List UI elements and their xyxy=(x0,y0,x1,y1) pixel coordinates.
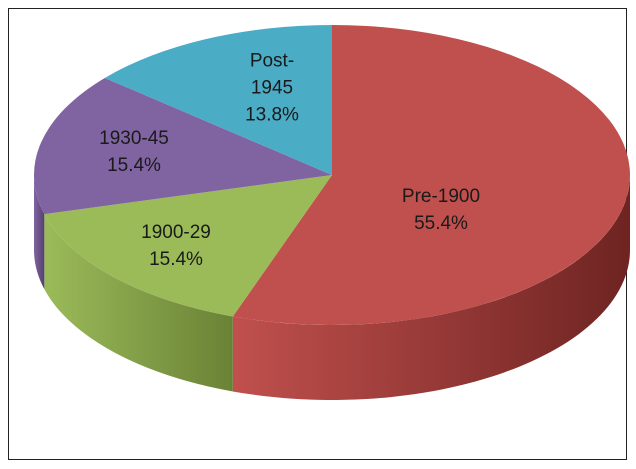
percent-label: 15.4% xyxy=(107,155,161,176)
percent-label: 55.4% xyxy=(414,213,468,234)
pie-slice xyxy=(44,175,332,317)
pie-side xyxy=(44,214,233,392)
category-label: 1900-29 xyxy=(141,222,211,243)
pie-side xyxy=(232,175,631,400)
pie-slice xyxy=(104,25,332,175)
category-label: 1930-45 xyxy=(99,128,169,149)
percent-label: 13.8% xyxy=(245,104,299,126)
slice-label: 1930-45 15.4% xyxy=(79,125,189,179)
pie-side xyxy=(34,175,45,290)
category-label: Pre-1900 xyxy=(401,186,481,207)
category-label: Post-1945 xyxy=(249,50,295,99)
percent-label: 15.4% xyxy=(149,249,203,270)
slice-label: 1900-29 15.4% xyxy=(121,219,231,273)
slice-label: Pre-1900 55.4% xyxy=(371,183,511,237)
pie-slice xyxy=(34,77,333,215)
slice-label: Post-1945 13.8% xyxy=(237,48,307,129)
pie-slice xyxy=(232,25,630,325)
